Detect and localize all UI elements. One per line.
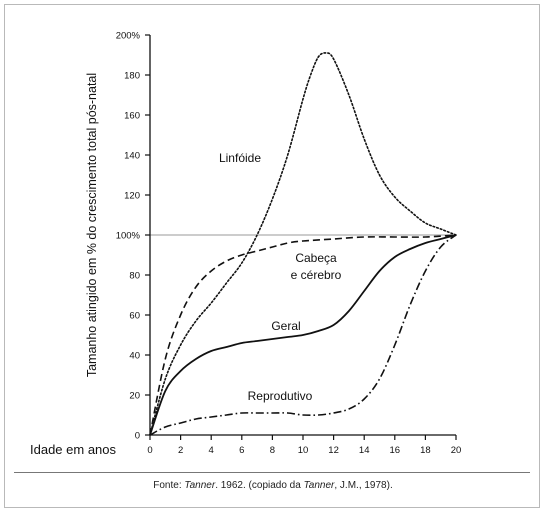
source-prefix: Fonte: (153, 480, 185, 491)
curve-cabeca-e-cerebro (149, 234, 457, 436)
curve-reprodutivo (149, 234, 457, 436)
curve-label: e cérebro (291, 268, 342, 282)
x-tick-label: 6 (239, 445, 244, 456)
y-axis: 0 20 40 60 80 100% 120 140 160 180 200% (116, 31, 151, 442)
x-tick-label: 10 (298, 445, 309, 456)
x-tick-label: 12 (328, 445, 339, 456)
curve-labels: Linfóide Cabeça e cérebro Geral Reprodutivo (219, 151, 342, 403)
source-author: Tanner (184, 480, 216, 491)
curve-linfoide (149, 52, 457, 436)
source-end: , J.M., 1978). (334, 480, 393, 491)
x-tick-label: 4 (209, 445, 214, 456)
x-axis: 0 2 4 6 8 10 12 14 16 18 20 (147, 434, 462, 456)
y-axis-title: Tamanho atingido em % do crescimento tot… (85, 73, 99, 377)
figure-frame (4, 4, 540, 508)
x-tick-label: 20 (451, 445, 462, 456)
curve-label: Geral (271, 319, 300, 333)
curve-label: Linfóide (219, 151, 261, 165)
x-tick-label: 16 (390, 445, 401, 456)
y-tick-label: 200% (116, 31, 141, 42)
source-author-2: Tanner (303, 480, 335, 491)
y-tick-label: 180 (124, 71, 140, 82)
source-middle: . 1962. (copiado da (215, 480, 304, 491)
x-tick-label: 14 (359, 445, 370, 456)
source-note: Fonte: Tanner. 1962. (copiado da Tanner,… (0, 480, 546, 491)
x-tick-label: 8 (270, 445, 275, 456)
y-tick-label: 60 (129, 311, 140, 322)
curve-label: Reprodutivo (248, 389, 313, 403)
curves (149, 52, 457, 436)
x-axis-title: Idade em anos (30, 442, 117, 457)
y-tick-label: 0 (135, 431, 140, 442)
x-tick-label: 0 (147, 445, 152, 456)
curve-geral (149, 234, 457, 436)
curve-label: Cabeça (295, 251, 337, 265)
y-tick-label: 20 (129, 391, 140, 402)
y-tick-label: 100% (116, 231, 141, 242)
y-tick-label: 140 (124, 151, 140, 162)
y-tick-label: 40 (129, 351, 140, 362)
x-tick-label: 2 (178, 445, 183, 456)
x-tick-label: 18 (420, 445, 431, 456)
caption-divider (14, 472, 530, 473)
y-tick-label: 80 (129, 271, 140, 282)
y-tick-label: 120 (124, 191, 140, 202)
y-tick-label: 160 (124, 111, 140, 122)
